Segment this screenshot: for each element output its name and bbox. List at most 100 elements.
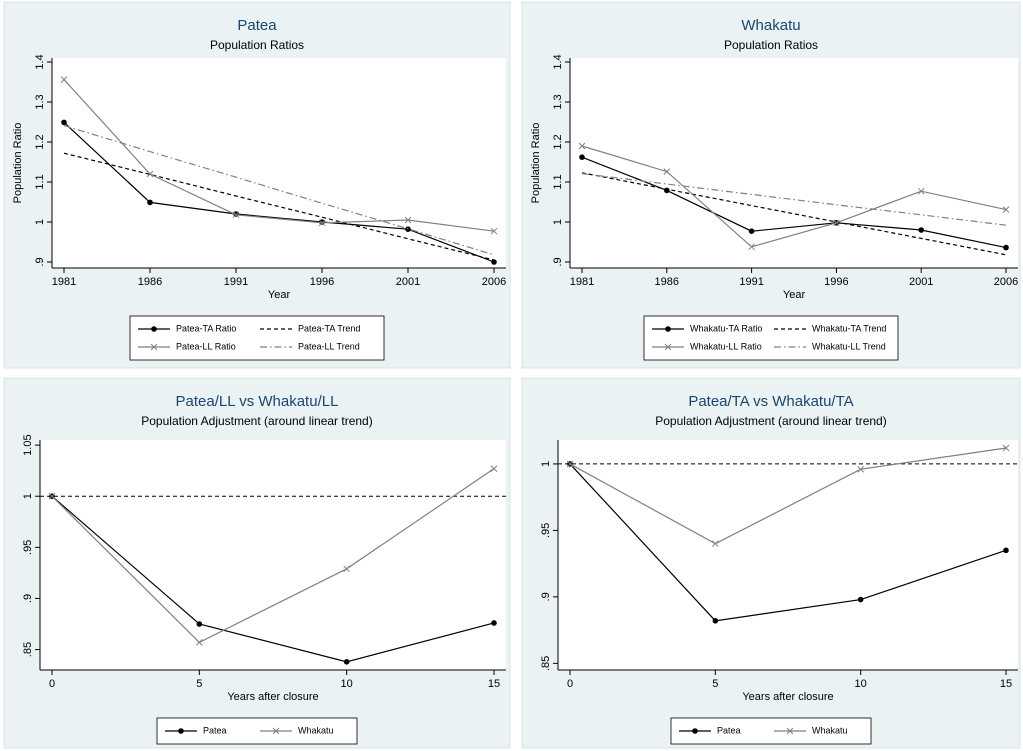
x-tick-label: 1986 xyxy=(138,276,162,288)
x-tick-label: 15 xyxy=(1000,678,1012,690)
legend-label: Whakatu xyxy=(298,725,334,735)
marker xyxy=(663,168,671,175)
series-line xyxy=(581,145,1007,248)
x-tick-label: 1991 xyxy=(224,276,248,288)
y-tick-label: 1.05 xyxy=(22,434,34,455)
y-tick-label: 1.2 xyxy=(34,134,46,149)
y-tick-label: .9 xyxy=(22,594,34,603)
legend-label: Whakatu xyxy=(812,725,848,735)
series-line xyxy=(581,173,1007,226)
legend-marker xyxy=(665,326,671,332)
marker xyxy=(566,460,574,468)
legend-label: Whakatu-TA Ratio xyxy=(690,323,762,333)
series-line xyxy=(63,125,495,256)
y-tick-label: .85 xyxy=(540,656,552,671)
marker xyxy=(712,618,719,624)
marker xyxy=(196,621,203,627)
marker xyxy=(318,219,326,227)
y-tick-label: 1 xyxy=(34,219,46,225)
x-tick-label: 15 xyxy=(488,678,500,690)
marker xyxy=(491,620,497,626)
x-tick-label: 2001 xyxy=(396,276,420,288)
y-tick-label: .9 xyxy=(540,592,552,601)
legend-marker xyxy=(692,728,698,734)
marker xyxy=(1003,244,1009,251)
marker xyxy=(579,154,585,160)
panel: Patea Population Ratios .9 1 1.1 1.2 1.3 1.4 198… xyxy=(3,1,511,369)
legend-label: Whakatu-LL Ratio xyxy=(690,341,762,351)
plot-area xyxy=(570,58,1018,268)
x-tick-label: 0 xyxy=(49,678,55,690)
y-tick-label: 1.3 xyxy=(34,94,46,109)
legend-marker xyxy=(664,343,672,351)
y-tick-label: .85 xyxy=(22,642,34,657)
marker xyxy=(578,142,586,150)
marker xyxy=(61,119,67,126)
x-tick-label: 1986 xyxy=(655,276,679,288)
y-tick-label: 1.4 xyxy=(552,54,564,69)
y-tick-label: .9 xyxy=(552,257,564,266)
legend-box xyxy=(129,315,385,361)
marker xyxy=(232,211,240,219)
marker xyxy=(1002,206,1010,213)
marker xyxy=(404,216,412,224)
marker xyxy=(48,492,56,500)
x-axis-label: Years after closure xyxy=(742,691,833,703)
legend-marker xyxy=(786,727,794,735)
legend-marker xyxy=(272,727,280,735)
series-line xyxy=(569,447,1007,545)
marker xyxy=(833,219,840,227)
legend-label: Patea-LL Trend xyxy=(298,341,360,351)
y-tick-label: 1 xyxy=(22,493,34,499)
x-tick-label: 1981 xyxy=(52,276,76,288)
series-line xyxy=(581,156,1007,249)
chart-subtitle: Population Ratios xyxy=(724,38,818,52)
x-tick-label: 1996 xyxy=(310,276,334,288)
series-line xyxy=(569,463,1007,622)
legend-marker xyxy=(151,326,157,332)
marker xyxy=(147,199,153,206)
series-line xyxy=(51,495,495,663)
x-axis-label: Year xyxy=(268,289,291,301)
marker xyxy=(490,465,498,472)
legend-label: Whakatu-TA Trend xyxy=(812,323,886,333)
x-tick-label: 1991 xyxy=(739,276,763,288)
marker xyxy=(60,76,68,83)
y-tick-label: .95 xyxy=(22,540,34,555)
y-tick-label: 1.1 xyxy=(552,174,564,189)
x-tick-label: 2006 xyxy=(482,276,506,288)
marker xyxy=(490,227,498,235)
series-line xyxy=(51,468,495,644)
series-line xyxy=(581,172,1007,256)
marker xyxy=(343,565,351,573)
panel: Patea/TA vs Whakatu/TA Population Adjustm… xyxy=(521,377,1021,749)
y-tick-label: 1 xyxy=(540,461,552,467)
marker xyxy=(491,259,497,265)
legend-label: Patea-LL Ratio xyxy=(176,341,236,351)
y-tick-label: 1.2 xyxy=(552,134,564,149)
legend-marker xyxy=(150,343,158,351)
chart-title: Patea xyxy=(237,17,277,34)
chart-subtitle: Population Adjustment (around linear tre… xyxy=(141,414,372,428)
y-axis-label: Population Ratio xyxy=(12,123,24,204)
y-tick-label: 1.3 xyxy=(552,94,564,109)
x-tick-label: 2006 xyxy=(994,276,1018,288)
x-tick-label: 1996 xyxy=(824,276,848,288)
plot-area xyxy=(52,58,506,268)
plot-area xyxy=(40,440,506,670)
marker xyxy=(195,639,203,646)
marker xyxy=(711,540,719,548)
marker xyxy=(146,170,154,178)
y-tick-label: .9 xyxy=(34,257,46,266)
x-axis-label: Years after closure xyxy=(227,691,318,703)
y-tick-label: 1 xyxy=(552,219,564,225)
y-axis-label: Population Ratio xyxy=(530,123,542,204)
series-line xyxy=(63,79,495,232)
x-tick-label: 1981 xyxy=(570,276,594,288)
y-tick-label: 1.4 xyxy=(34,54,46,69)
legend-label: Patea-TA Trend xyxy=(298,323,360,333)
x-tick-label: 10 xyxy=(855,678,867,690)
series-line xyxy=(63,152,495,261)
marker xyxy=(1002,444,1010,452)
